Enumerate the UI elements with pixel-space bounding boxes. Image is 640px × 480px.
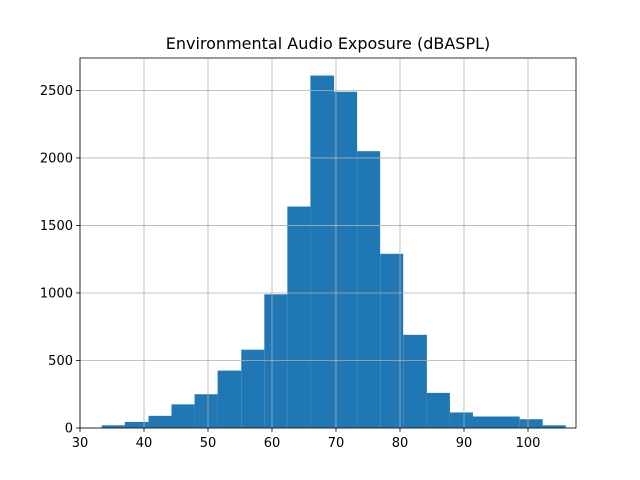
- histogram-bar: [241, 349, 265, 428]
- histogram-bar: [334, 91, 358, 428]
- histogram-bar: [403, 334, 427, 428]
- histogram-bar: [426, 392, 450, 428]
- x-tick-label: 90: [456, 436, 473, 451]
- histogram-bar: [449, 412, 473, 428]
- y-tick-label: 500: [48, 354, 73, 369]
- x-tick-label: 50: [200, 436, 217, 451]
- histogram-bar: [357, 151, 381, 429]
- histogram-bar: [124, 421, 149, 428]
- histogram-bar: [217, 370, 242, 428]
- y-tick-label: 0: [65, 422, 73, 437]
- plot-frame: [79, 57, 577, 429]
- histogram-bar: [148, 415, 172, 428]
- histogram-bar: [496, 416, 520, 428]
- histogram-bar: [472, 416, 496, 428]
- histogram-bar: [171, 404, 195, 428]
- histogram-bar: [101, 425, 125, 428]
- histogram-bar: [310, 75, 335, 428]
- histogram-bar: [264, 294, 288, 428]
- y-tick-label: 1500: [40, 219, 73, 234]
- x-axis: 30 40 50 60 70 80 90 100: [72, 428, 541, 451]
- y-axis: 0 500 1000 1500 2000 2500: [40, 84, 80, 437]
- x-tick-label: 30: [72, 436, 89, 451]
- x-tick-label: 80: [392, 436, 409, 451]
- y-tick-label: 2500: [40, 84, 73, 99]
- x-tick-label: 60: [264, 436, 281, 451]
- histogram-bar: [519, 419, 543, 428]
- chart-title: Environmental Audio Exposure (dBASPL): [166, 34, 491, 53]
- x-tick-label: 70: [328, 436, 345, 451]
- histogram-bar: [380, 253, 404, 428]
- y-tick-label: 1000: [40, 286, 73, 301]
- histogram-bar: [194, 394, 218, 428]
- histogram-bar: [542, 425, 566, 428]
- x-tick-label: 40: [136, 436, 153, 451]
- histogram-bar: [287, 206, 311, 428]
- bars-layer: [101, 75, 566, 429]
- x-tick-label: 100: [516, 436, 541, 451]
- y-tick-label: 2000: [40, 151, 73, 166]
